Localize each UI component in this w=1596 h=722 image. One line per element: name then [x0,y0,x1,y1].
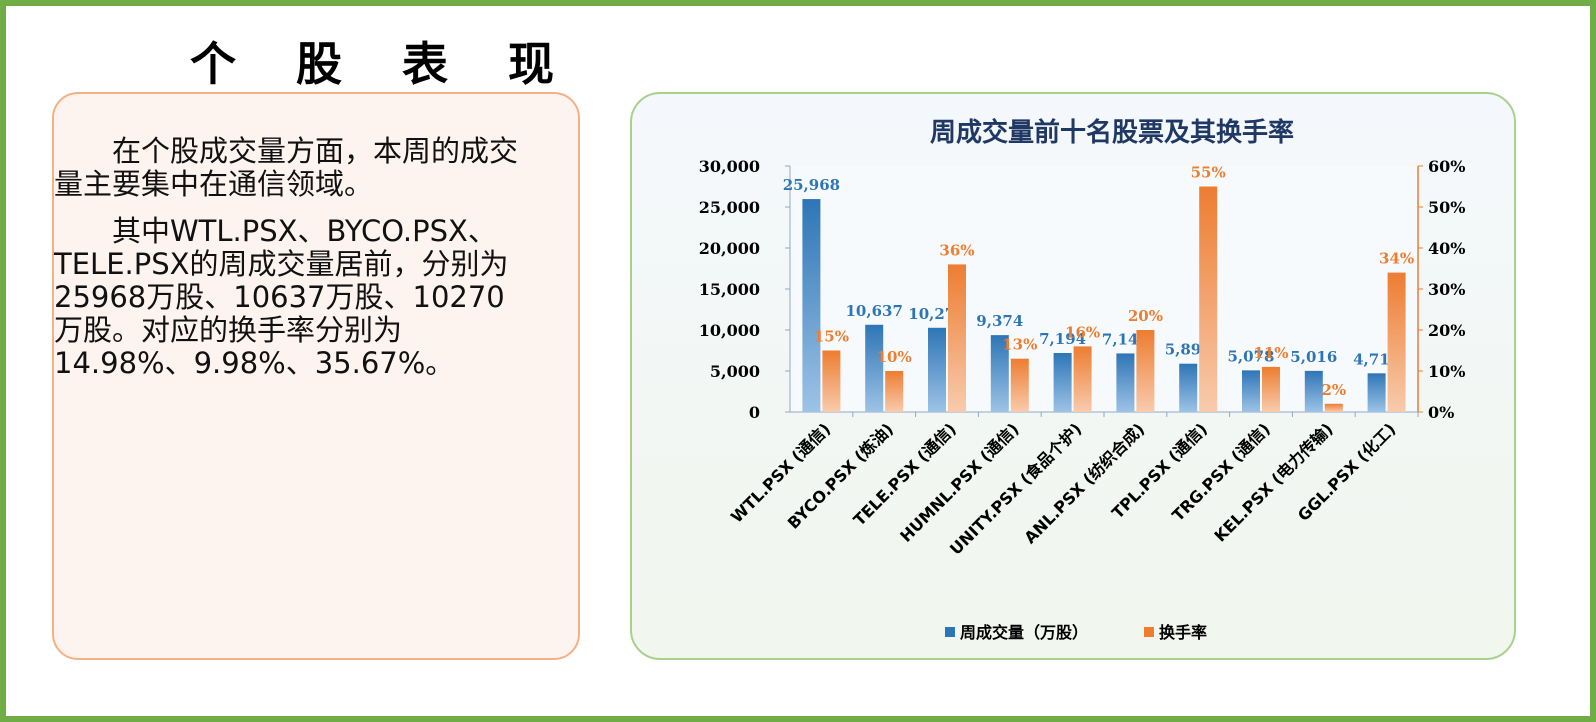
y-left-tick-label: 20,000 [699,239,760,258]
y-left-tick-label: 0 [749,403,760,422]
bar-volume [802,199,821,412]
y-left-tick-label: 15,000 [699,280,760,299]
bar-turnover [1324,403,1343,412]
y-right-tick-label: 10% [1428,362,1465,381]
bar-turnover [885,371,904,412]
data-label-turnover: 10% [877,348,912,366]
legend-swatch-volume [945,627,955,637]
page-title: 个 股 表 现 [190,37,577,91]
data-label-turnover: 16% [1065,323,1100,341]
y-left-tick-label: 10,000 [699,321,760,340]
data-label-turnover: 34% [1379,250,1414,268]
bar-turnover [1136,330,1155,412]
data-label-turnover: 2% [1321,381,1346,399]
legend-label-volume: 周成交量（万股） [960,623,1088,642]
data-label-volume: 5,078 [1228,347,1275,365]
bar-volume [990,335,1009,412]
data-label-turnover: 36% [939,241,974,259]
bar-turnover [1199,186,1218,412]
data-label-turnover: 13% [1002,336,1037,354]
data-label-volume: 9,374 [976,312,1023,330]
bar-turnover [1010,358,1029,412]
text-panel [52,92,580,660]
data-label-volume: 7,194 [1039,330,1086,348]
bar-volume [1053,353,1072,412]
x-category-label: ANL.PSX (纺织合成) [1020,419,1148,547]
data-label-turnover: 15% [814,328,849,346]
bar-turnover [1387,272,1406,412]
legend-label-turnover: 换手率 [1159,623,1207,642]
chart-title: 周成交量前十名股票及其换手率 [930,117,1294,148]
y-right-tick-label: 30% [1428,280,1465,299]
x-category-label: BYCO.PSX (炼油) [784,419,897,532]
bar-volume [1367,373,1386,412]
y-right-tick-label: 50% [1428,198,1465,217]
bar-volume [1179,363,1198,412]
data-label-turnover: 11% [1253,344,1288,362]
bar-turnover [1262,366,1280,412]
x-category-label: HUMNL.PSX (通信) [896,419,1022,545]
y-left-tick-label: 25,000 [699,198,760,217]
text-body: 在个股成交量方面，本周的成交量主要集中在通信领域。 其中WTL.PSX、BYCO… [54,135,524,394]
bar-turnover [1073,346,1092,412]
plot-area [790,166,1418,412]
chart-panel: 周成交量前十名股票及其换手率 0 5,000 10,000 15,000 20,000 25… [630,92,1516,660]
data-label-turnover: 55% [1191,164,1226,182]
y-right-tick-label: 60% [1428,157,1465,176]
y-right-tick-label: 0% [1428,403,1454,422]
bar-volume [865,324,884,412]
data-label-volume: 25,968 [783,176,840,194]
bar-volume [1304,370,1323,412]
y-right-tick-label: 40% [1428,239,1465,258]
legend-swatch-turnover [1144,627,1154,637]
y-left-tick-label: 30,000 [699,157,760,176]
y-right-tick-label: 20% [1428,321,1465,340]
bar-volume [1116,353,1135,412]
bar-turnover [822,350,841,412]
data-label-volume: 5,016 [1290,348,1337,366]
y-left-tick-label: 5,000 [710,362,760,381]
chart-svg: 周成交量前十名股票及其换手率 0 5,000 10,000 15,000 20,000 25… [699,117,1466,642]
bar-volume [1242,370,1260,412]
bar-volume [928,327,946,412]
paragraph-details: 其中WTL.PSX、BYCO.PSX、TELE.PSX的周成交量居前，分别为25… [54,214,509,380]
data-label-volume: 10,637 [845,302,902,320]
data-label-turnover: 20% [1128,307,1163,325]
paragraph-summary: 在个股成交量方面，本周的成交量主要集中在通信领域。 [54,134,519,201]
bar-turnover [948,264,966,412]
x-category-label: KEL.PSX (电力传输) [1210,419,1336,545]
